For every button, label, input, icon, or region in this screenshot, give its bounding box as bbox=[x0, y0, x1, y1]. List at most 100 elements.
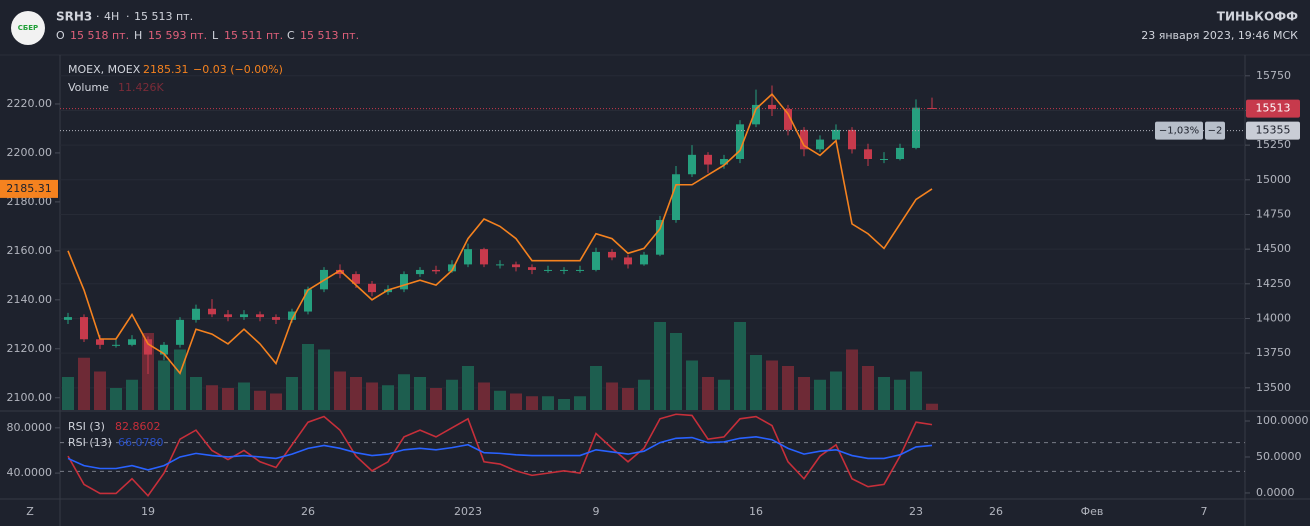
volume-bar bbox=[558, 399, 570, 410]
x-tick-label: 23 bbox=[909, 505, 923, 518]
ticker: SRH3 bbox=[56, 10, 92, 24]
volume-bar bbox=[110, 388, 122, 410]
candle-body bbox=[160, 344, 168, 355]
line bbox=[67, 436, 933, 471]
candle-body bbox=[864, 149, 872, 160]
candle-body bbox=[400, 274, 408, 290]
c-value: 15 513 пт. bbox=[300, 29, 359, 42]
candle-body bbox=[64, 317, 72, 320]
candle-body bbox=[208, 308, 216, 315]
volume-bar bbox=[830, 371, 842, 410]
candle-body bbox=[464, 249, 472, 265]
volume-bar bbox=[174, 349, 186, 410]
candle-body bbox=[592, 251, 600, 270]
tick-label: 2160.00 bbox=[7, 244, 53, 257]
volume-bar bbox=[814, 379, 826, 410]
corner-icon: Z bbox=[26, 505, 34, 518]
volume-bar bbox=[430, 388, 442, 410]
logo-text: СБЕР bbox=[18, 24, 38, 32]
legend-value: 82.8602 bbox=[115, 420, 161, 433]
volume-bar bbox=[478, 382, 490, 410]
candle-body bbox=[288, 311, 296, 320]
price-tag-label: 15355 bbox=[1256, 124, 1291, 137]
tick-label: 2140.00 bbox=[7, 293, 53, 306]
tick-label: 14250 bbox=[1256, 277, 1291, 290]
legend-name: Volume bbox=[68, 81, 109, 94]
candle-body bbox=[192, 308, 200, 320]
tick-label: 2200.00 bbox=[7, 146, 53, 159]
legend-name: RSI (13) bbox=[68, 436, 112, 449]
candle-body bbox=[816, 139, 824, 150]
legend-value: 66.0780 bbox=[118, 436, 164, 449]
candle-body bbox=[688, 154, 696, 175]
volume-bar bbox=[158, 360, 170, 410]
candle-body bbox=[176, 319, 184, 345]
volume-bar bbox=[462, 366, 474, 410]
h-value: 15 593 пт. bbox=[148, 29, 207, 42]
volume-bar bbox=[670, 333, 682, 410]
candle-body bbox=[656, 220, 664, 255]
candle-body bbox=[768, 104, 776, 110]
tick-label: 15000 bbox=[1256, 173, 1291, 186]
tick-label: 13500 bbox=[1256, 381, 1291, 394]
candle-body bbox=[640, 254, 648, 265]
volume-bar bbox=[398, 374, 410, 410]
candle-body bbox=[96, 339, 104, 345]
volume-bar bbox=[878, 377, 890, 410]
tick-label: 0.0000 bbox=[1256, 486, 1295, 499]
tick-label: 80.0000 bbox=[7, 421, 53, 434]
volume-bar bbox=[382, 385, 394, 410]
candle-body bbox=[576, 269, 584, 271]
candle-body bbox=[896, 147, 904, 160]
candle-body bbox=[512, 264, 520, 268]
o-label: O bbox=[56, 29, 65, 42]
last-price: 15 513 пт. bbox=[134, 10, 193, 23]
h-label: H bbox=[134, 29, 142, 42]
volume-bar bbox=[126, 379, 138, 410]
price-tag bbox=[1246, 99, 1300, 118]
candle-body bbox=[800, 129, 808, 150]
candle-body bbox=[80, 317, 88, 340]
price-tag-label: 15513 bbox=[1256, 102, 1291, 115]
volume-bar bbox=[238, 382, 250, 410]
volume-bar bbox=[766, 360, 778, 410]
order-change: −1,03% bbox=[1159, 126, 1199, 137]
candle-body bbox=[672, 174, 680, 221]
volume-bar bbox=[526, 396, 538, 410]
l-label: L bbox=[212, 29, 219, 42]
volume-bar bbox=[910, 371, 922, 410]
tick-label: 14750 bbox=[1256, 207, 1291, 220]
volume-bar bbox=[654, 322, 666, 410]
volume-bar bbox=[926, 403, 938, 410]
candle-body bbox=[432, 269, 440, 272]
order-qty: −2 bbox=[1208, 126, 1223, 137]
volume-bar bbox=[350, 377, 362, 410]
candle-body bbox=[128, 339, 136, 345]
volume-bar bbox=[510, 393, 522, 410]
volume-bar bbox=[894, 379, 906, 410]
candle-body bbox=[912, 107, 920, 148]
candle-body bbox=[528, 267, 536, 270]
tick-label: 15250 bbox=[1256, 138, 1291, 151]
volume-bar bbox=[302, 344, 314, 410]
volume-bar bbox=[798, 377, 810, 410]
volume-bar bbox=[286, 377, 298, 410]
legend-value: 2185.31 bbox=[143, 63, 189, 76]
volume-bar bbox=[254, 390, 266, 410]
candle-body bbox=[144, 339, 152, 355]
volume-bar bbox=[414, 377, 426, 410]
volume-bar bbox=[270, 393, 282, 410]
x-tick-label: 19 bbox=[141, 505, 155, 518]
volume-bar bbox=[190, 377, 202, 410]
volume-bar bbox=[750, 355, 762, 410]
value-tag-label: 2185.31 bbox=[6, 182, 52, 195]
candle-body bbox=[624, 257, 632, 265]
volume-bar bbox=[606, 382, 618, 410]
candle-body bbox=[416, 269, 424, 275]
volume-bar bbox=[718, 379, 730, 410]
candle-body bbox=[704, 154, 712, 165]
candle-body bbox=[480, 249, 488, 265]
x-tick-label: Фев bbox=[1081, 505, 1104, 518]
